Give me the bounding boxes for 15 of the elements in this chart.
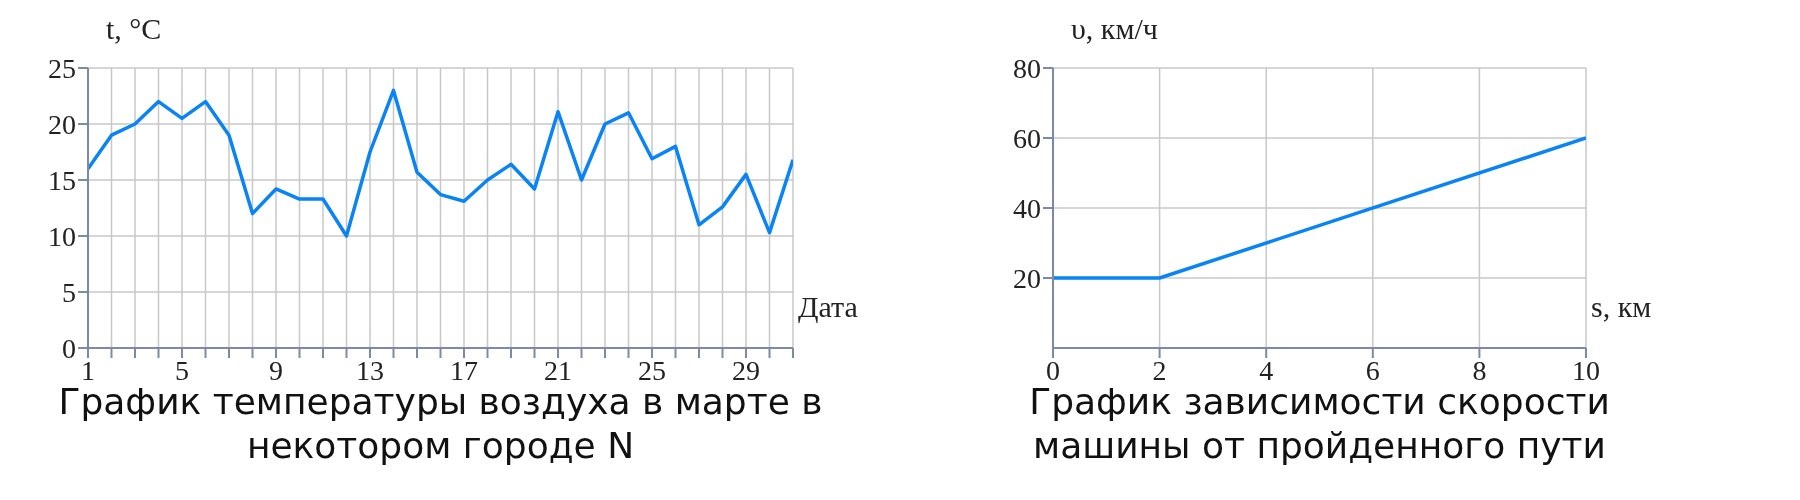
x-axis-title: Дата: [798, 290, 858, 324]
y-tick-label: 60: [1013, 122, 1041, 154]
y-tick-label: 20: [48, 108, 76, 140]
y-tick-label: 15: [48, 164, 76, 196]
x-axis-title: s, км: [1591, 290, 1652, 324]
y-axis-title: t, °C: [106, 12, 162, 46]
y-tick-label: 0: [62, 332, 76, 364]
y-tick-label: 20: [1013, 262, 1041, 294]
y-tick-label: 80: [1013, 52, 1041, 84]
y-tick-label: 25: [48, 52, 76, 84]
y-tick-label: 40: [1013, 192, 1041, 224]
y-tick-label: 10: [48, 220, 76, 252]
line-series: [88, 88, 793, 238]
y-tick-label: 5: [62, 276, 76, 308]
y-axis-title: υ, км/ч: [1071, 12, 1158, 46]
